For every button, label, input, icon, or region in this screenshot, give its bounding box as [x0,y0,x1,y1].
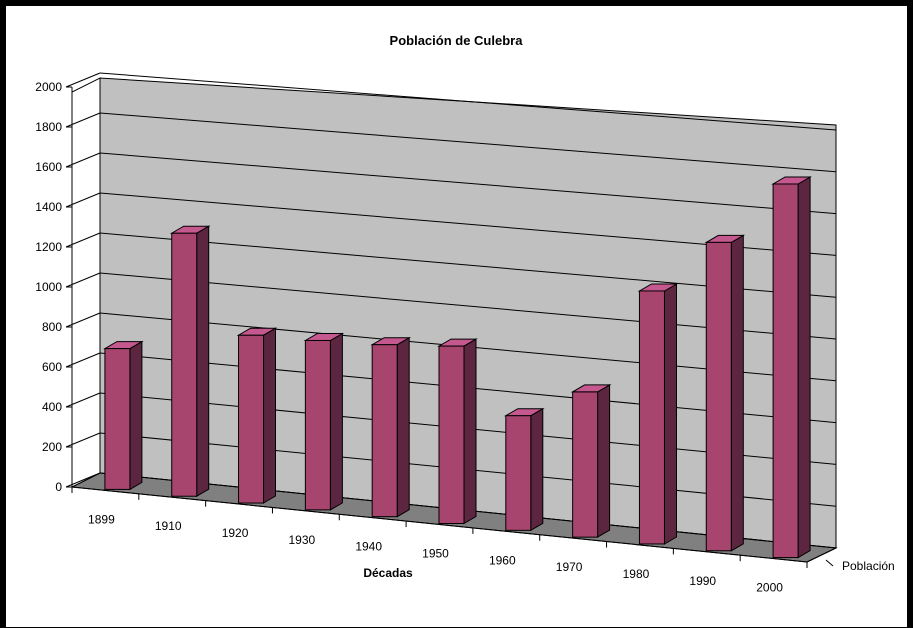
y-tick-label: 800 [42,320,62,334]
bar-front [638,290,665,545]
y-tick-label: 1800 [35,120,62,134]
bar-front [371,344,398,518]
bar-side [797,176,811,559]
x-axis-line [71,486,808,563]
x-tick-label: 2000 [756,581,783,595]
x-tick-label: 1970 [556,560,583,574]
bar [437,338,478,525]
y-tick-label: 200 [42,440,62,454]
bar-front [505,415,532,531]
y-tick-label: 600 [42,360,62,374]
bar [503,407,545,532]
bar [570,384,612,538]
bar-side [463,338,477,525]
bar-side [263,327,276,504]
bar-front [705,241,732,552]
x-tick-label: 1990 [689,574,716,588]
bar [103,340,144,491]
bar-side [730,234,744,552]
bar [370,336,412,518]
gridline [99,112,837,173]
y-tick-label: 1600 [35,160,62,174]
bars [103,176,812,559]
x-axis-title: Décadas [363,566,413,580]
x-tick-label: 1960 [489,553,516,567]
y-tick-label: 1000 [35,280,62,294]
x-axis-ticks: 1899 1910 1920 1930 1940 1950 1960 1970 1980 1990… [71,486,834,595]
bar-front [171,232,198,497]
y-tick-label: 2000 [35,80,62,94]
x-tick-label: 1980 [623,567,650,581]
y-tick-label: 0 [55,480,62,494]
bar-front [438,345,465,524]
bar-side [196,225,210,498]
bar-side [530,407,544,532]
floor-edge [806,547,837,563]
gridline-side [65,72,101,88]
bar [771,176,812,559]
bar [303,332,345,511]
series-tick-mark [825,559,834,567]
y-axis-ticks: 0 200 400 600 800 1000 1200 1400 1600 1800 2000 [35,80,73,494]
bar-front [104,348,131,490]
bar-side [396,336,410,518]
y-tick-label: 1400 [35,200,62,214]
bar-side [597,384,611,538]
chart-title: Población de Culebra [390,33,524,48]
x-tick-label: 1930 [289,533,316,547]
x-tick-label: 1899 [88,512,115,526]
bar-front [772,183,799,559]
bar [169,225,211,498]
bar-side [329,332,343,511]
bar [637,283,679,545]
bar [236,327,278,504]
y-tick-label: 1200 [35,240,62,254]
x-tick-label: 1910 [155,519,182,533]
gridline [99,152,837,215]
x-tick-label: 1940 [355,540,382,554]
series-axis-label: Población [842,559,895,573]
bar [704,234,746,552]
gridline [99,72,837,131]
bar-front [304,339,331,511]
x-tick-label: 1950 [422,547,449,561]
x-tick-label: 1920 [222,526,249,540]
bar-side [129,340,143,491]
bar-side [664,283,677,545]
bar-front [238,334,265,504]
y-tick-label: 400 [42,400,62,414]
bar-front [572,391,599,538]
